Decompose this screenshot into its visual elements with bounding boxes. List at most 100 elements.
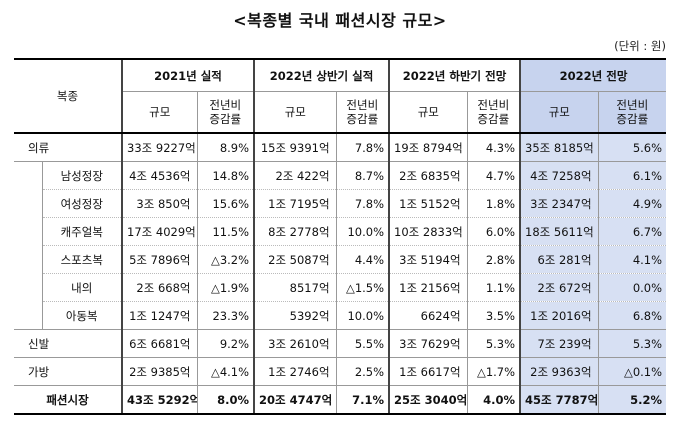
rate-cell: 0.0% — [597, 273, 667, 302]
size-cell: 1조 2746억 — [253, 357, 337, 386]
size-cell: 2조 9385억 — [121, 357, 198, 386]
table-row: 신발 6조 6681억 9.2% 3조 2610억 5.5% 3조 7629억 5.3% 7조… — [14, 329, 667, 358]
size-cell: 3조 5194억 — [388, 245, 468, 274]
rate-cell: 14.8% — [196, 161, 255, 190]
size-cell: 5392억 — [253, 301, 337, 330]
size-cell: 18조 5611억 — [519, 217, 599, 246]
subheader-size: 규모 — [121, 91, 198, 134]
size-cell: 35조 8185억 — [519, 133, 599, 162]
size-cell: 2조 5087억 — [253, 245, 337, 274]
rate-cell: 5.2% — [597, 385, 667, 415]
header-2022-h1: 2022년 상반기 실적 — [253, 58, 390, 92]
size-cell: 4조 7258억 — [519, 161, 599, 190]
size-cell: 2조 6835억 — [388, 161, 468, 190]
row-label: 아동복 — [41, 301, 123, 330]
rate-cell: 6.1% — [597, 161, 667, 190]
size-cell: 25조 3040억 — [388, 385, 468, 415]
indent-spacer — [14, 162, 42, 190]
indent-spacer — [14, 190, 42, 218]
size-cell: 7조 239억 — [519, 329, 599, 358]
size-cell: 33조 9227억 — [121, 133, 198, 162]
size-cell: 1조 5152억 — [388, 189, 468, 218]
row-label: 스포츠복 — [41, 245, 123, 274]
rate-cell: 3.5% — [466, 301, 521, 330]
size-cell: 1조 2016억 — [519, 301, 599, 330]
size-cell: 6624억 — [388, 301, 468, 330]
rate-cell: 6.0% — [466, 217, 521, 246]
size-cell: 5조 7896억 — [121, 245, 198, 274]
rate-cell: △4.1% — [196, 357, 255, 386]
subheader-rate: 전년비 증감률 — [466, 91, 521, 134]
indent-spacer — [14, 274, 42, 302]
rate-cell: 4.4% — [335, 245, 390, 274]
table-row: 의류 33조 9227억 8.9% 15조 9391억 7.8% 19조 8794억 4.3… — [14, 133, 667, 162]
rate-cell: △1.9% — [196, 273, 255, 302]
size-cell: 1조 7195억 — [253, 189, 337, 218]
subheader-rate-line: 증감률 — [616, 112, 649, 126]
subheader-rate-line: 전년비 — [346, 98, 379, 112]
indent-spacer — [14, 246, 42, 274]
rate-cell: 1.1% — [466, 273, 521, 302]
subheader-rate-line: 증감률 — [209, 112, 242, 126]
rate-cell: 11.5% — [196, 217, 255, 246]
subheader-size: 규모 — [388, 91, 468, 134]
indent-spacer — [14, 218, 42, 246]
size-cell: 20조 4747억 — [253, 385, 337, 415]
table-row: 아동복 1조 1247억 23.3% 5392억 10.0% 6624억 3.5% 1조 20… — [14, 301, 667, 330]
row-label: 남성정장 — [41, 161, 123, 190]
rate-cell: 4.9% — [597, 189, 667, 218]
rate-cell: 6.8% — [597, 301, 667, 330]
size-cell: 1조 2156억 — [388, 273, 468, 302]
rate-cell: 8.9% — [196, 133, 255, 162]
rate-cell: 5.3% — [597, 329, 667, 358]
rate-cell: 8.7% — [335, 161, 390, 190]
rate-cell: 6.7% — [597, 217, 667, 246]
rate-cell: 4.3% — [466, 133, 521, 162]
rate-cell: 4.0% — [466, 385, 521, 415]
rate-cell: 23.3% — [196, 301, 255, 330]
row-label: 패션시장 — [14, 385, 123, 415]
subheader-rate-line: 증감률 — [346, 112, 379, 126]
subheader-rate: 전년비 증감률 — [335, 91, 390, 134]
rate-cell: 4.7% — [466, 161, 521, 190]
rate-cell: △1.5% — [335, 273, 390, 302]
size-cell: 45조 7787억 — [519, 385, 599, 415]
size-cell: 8조 2778억 — [253, 217, 337, 246]
table-row: 가방 2조 9385억 △4.1% 1조 2746억 2.5% 1조 6617억 △1.7%… — [14, 357, 667, 386]
size-cell: 2조 9363억 — [519, 357, 599, 386]
subheader-size: 규모 — [519, 91, 599, 134]
rate-cell: 15.6% — [196, 189, 255, 218]
rate-cell: 5.3% — [466, 329, 521, 358]
rate-cell: △1.7% — [466, 357, 521, 386]
subheader-size: 규모 — [253, 91, 337, 134]
rate-cell: 7.1% — [335, 385, 390, 415]
rate-cell: 8.0% — [196, 385, 255, 415]
table-row: 남성정장 4조 4536억 14.8% 2조 422억 8.7% 2조 6835억 4.7%… — [14, 161, 667, 190]
size-cell: 15조 9391억 — [253, 133, 337, 162]
rate-cell: 1.8% — [466, 189, 521, 218]
size-cell: 6조 281억 — [519, 245, 599, 274]
size-cell: 3조 2347억 — [519, 189, 599, 218]
subheader-rate-line: 전년비 — [616, 98, 649, 112]
rate-cell: 9.2% — [196, 329, 255, 358]
rate-cell: 5.5% — [335, 329, 390, 358]
size-cell: 19조 8794억 — [388, 133, 468, 162]
size-cell: 3조 7629억 — [388, 329, 468, 358]
size-cell: 1조 6617억 — [388, 357, 468, 386]
size-cell: 2조 668억 — [121, 273, 198, 302]
row-label: 여성정장 — [41, 189, 123, 218]
header-category: 복종 — [14, 58, 123, 134]
size-cell: 10조 2833억 — [388, 217, 468, 246]
header-2022-total: 2022년 전망 — [519, 58, 667, 92]
table-row: 패션시장 43조 5292억 8.0% 20조 4747억 7.1% 25조 3040억 4… — [14, 385, 667, 415]
size-cell: 6조 6681억 — [121, 329, 198, 358]
size-cell: 43조 5292억 — [121, 385, 198, 415]
unit-note: (단위 : 원) — [614, 39, 666, 53]
rate-cell: 10.0% — [335, 217, 390, 246]
rate-cell: △3.2% — [196, 245, 255, 274]
size-cell: 3조 850억 — [121, 189, 198, 218]
subheader-rate-line: 전년비 — [477, 98, 510, 112]
rate-cell: 5.6% — [597, 133, 667, 162]
row-label: 의류 — [14, 133, 123, 162]
header-2021: 2021년 실적 — [121, 58, 255, 92]
